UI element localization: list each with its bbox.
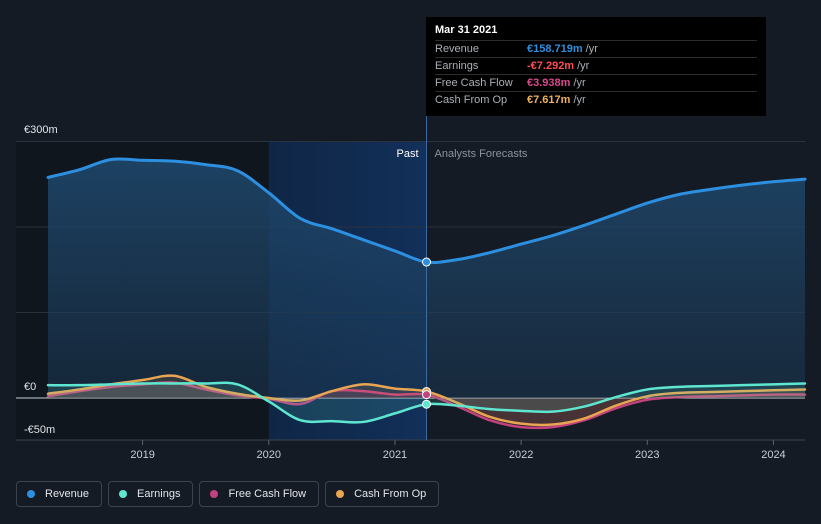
tooltip-label: Earnings [435, 60, 479, 72]
tooltip-unit: /yr [573, 77, 586, 89]
tooltip-unit: /yr [585, 43, 598, 55]
x-tick-label: 2024 [761, 449, 785, 461]
tooltip-value: -€7.292m [527, 60, 575, 72]
tooltip-label: Free Cash Flow [435, 77, 513, 89]
legend-label: Free Cash Flow [228, 488, 307, 500]
marker-revenue [422, 257, 431, 267]
tooltip-label: Cash From Op [435, 94, 508, 106]
legend-dot-icon [336, 490, 345, 498]
legend-item-cash-from-op[interactable]: Cash From Op [325, 481, 440, 507]
tooltip-date: Mar 31 2021 [435, 24, 498, 36]
marker-earnings [422, 399, 431, 409]
forecast-label: Analysts Forecasts [435, 148, 528, 160]
y-tick-label: -€50m [24, 424, 55, 436]
x-tick-label: 2021 [383, 449, 407, 461]
x-tick-label: 2022 [509, 449, 533, 461]
x-tick-label: 2019 [130, 449, 154, 461]
legend-item-free-cash-flow[interactable]: Free Cash Flow [199, 481, 320, 507]
tooltip-unit: /yr [573, 94, 586, 106]
legend-label: Revenue [45, 488, 90, 500]
past-label: Past [396, 148, 418, 160]
legend-item-revenue[interactable]: Revenue [16, 481, 103, 507]
tooltip-value: €7.617m [527, 94, 571, 106]
y-tick-label: €0 [24, 381, 36, 393]
legend-dot-icon [210, 490, 219, 498]
legend-label: Cash From Op [354, 488, 427, 500]
marker-free-cash-flow [422, 390, 431, 400]
tooltip-row-revenue: Revenue €158.719m /yr [435, 40, 757, 57]
tooltip-value: €158.719m [527, 43, 583, 55]
tooltip-row-earnings: Earnings -€7.292m /yr [435, 57, 757, 74]
tooltip-label: Revenue [435, 43, 480, 55]
legend: Revenue Earnings Free Cash Flow Cash Fro… [16, 481, 440, 507]
tooltip-value: €3.938m [527, 77, 571, 89]
legend-item-earnings[interactable]: Earnings [108, 481, 194, 507]
x-tick-label: 2023 [635, 449, 659, 461]
x-tick-label: 2020 [257, 449, 281, 461]
legend-dot-icon [27, 490, 35, 498]
legend-dot-icon [119, 490, 128, 498]
tooltip-row-cash-from-op: Cash From Op €7.617m /yr [435, 91, 757, 108]
tooltip-unit: /yr [577, 60, 590, 72]
y-tick-label: €300m [24, 124, 58, 136]
tooltip: Mar 31 2021 Revenue €158.719m /yr Earnin… [426, 17, 766, 116]
legend-label: Earnings [137, 488, 181, 500]
tooltip-row-free-cash-flow: Free Cash Flow €3.938m /yr [435, 74, 757, 91]
